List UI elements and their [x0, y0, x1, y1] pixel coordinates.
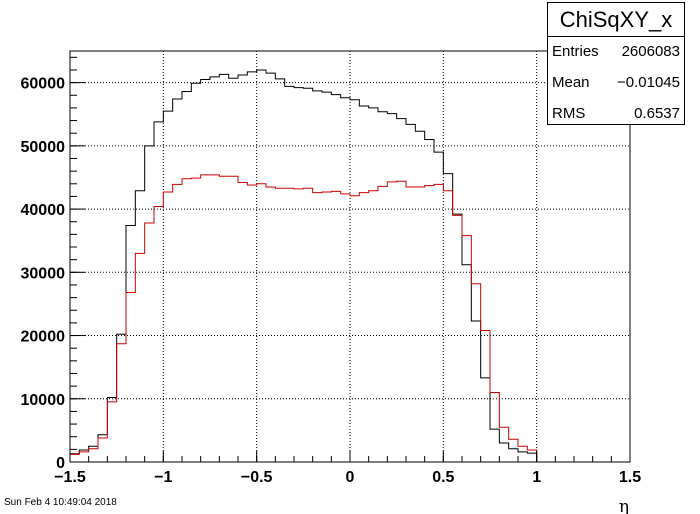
histogram-series-black — [69, 69, 538, 462]
x-tick-label: 1 — [532, 469, 541, 486]
series-layer — [69, 69, 538, 462]
tick-layer — [69, 56, 631, 463]
stats-box: ChiSqXY_x Entries 2606083 Mean −0.01045 … — [547, 2, 685, 125]
stats-row-mean: Mean −0.01045 — [552, 72, 680, 94]
y-tick-label: 10000 — [21, 392, 66, 409]
label-layer: −1.5 −1 −0.5 0 0.5 1 1.5 0 10000 20000 30000 40000 5… — [21, 76, 642, 486]
plot-frame — [69, 50, 631, 463]
stats-mean-value: −0.01045 — [617, 74, 680, 91]
y-tick-label: 0 — [56, 455, 65, 472]
stats-row-rms: RMS 0.6537 — [552, 103, 680, 125]
y-tick-label: 60000 — [21, 76, 66, 93]
histogram-series-red — [69, 174, 538, 462]
x-axis-label: η — [619, 497, 629, 514]
x-tick-label: −1 — [154, 469, 172, 486]
stats-entries-value: 2606083 — [621, 43, 680, 60]
grid-layer — [70, 51, 630, 462]
stats-mean-label: Mean — [552, 74, 590, 91]
y-tick-label: 20000 — [21, 329, 66, 346]
y-tick-label: 40000 — [21, 202, 66, 219]
x-tick-label: 1.5 — [619, 469, 641, 486]
stats-rms-value: 0.6537 — [634, 105, 680, 122]
x-tick-label: −0.5 — [241, 469, 273, 486]
stats-entries-label: Entries — [552, 43, 599, 60]
timestamp: Sun Feb 4 10:49:04 2018 — [4, 497, 117, 508]
stats-title: ChiSqXY_x — [548, 3, 684, 37]
y-tick-label: 30000 — [21, 265, 66, 282]
stats-row-entries: Entries 2606083 — [552, 41, 680, 63]
x-tick-label: 0.5 — [432, 469, 454, 486]
stats-rms-label: RMS — [552, 105, 586, 122]
y-tick-label: 50000 — [21, 139, 66, 156]
x-tick-label: 0 — [346, 469, 355, 486]
x-tick-label: −1.5 — [54, 469, 86, 486]
